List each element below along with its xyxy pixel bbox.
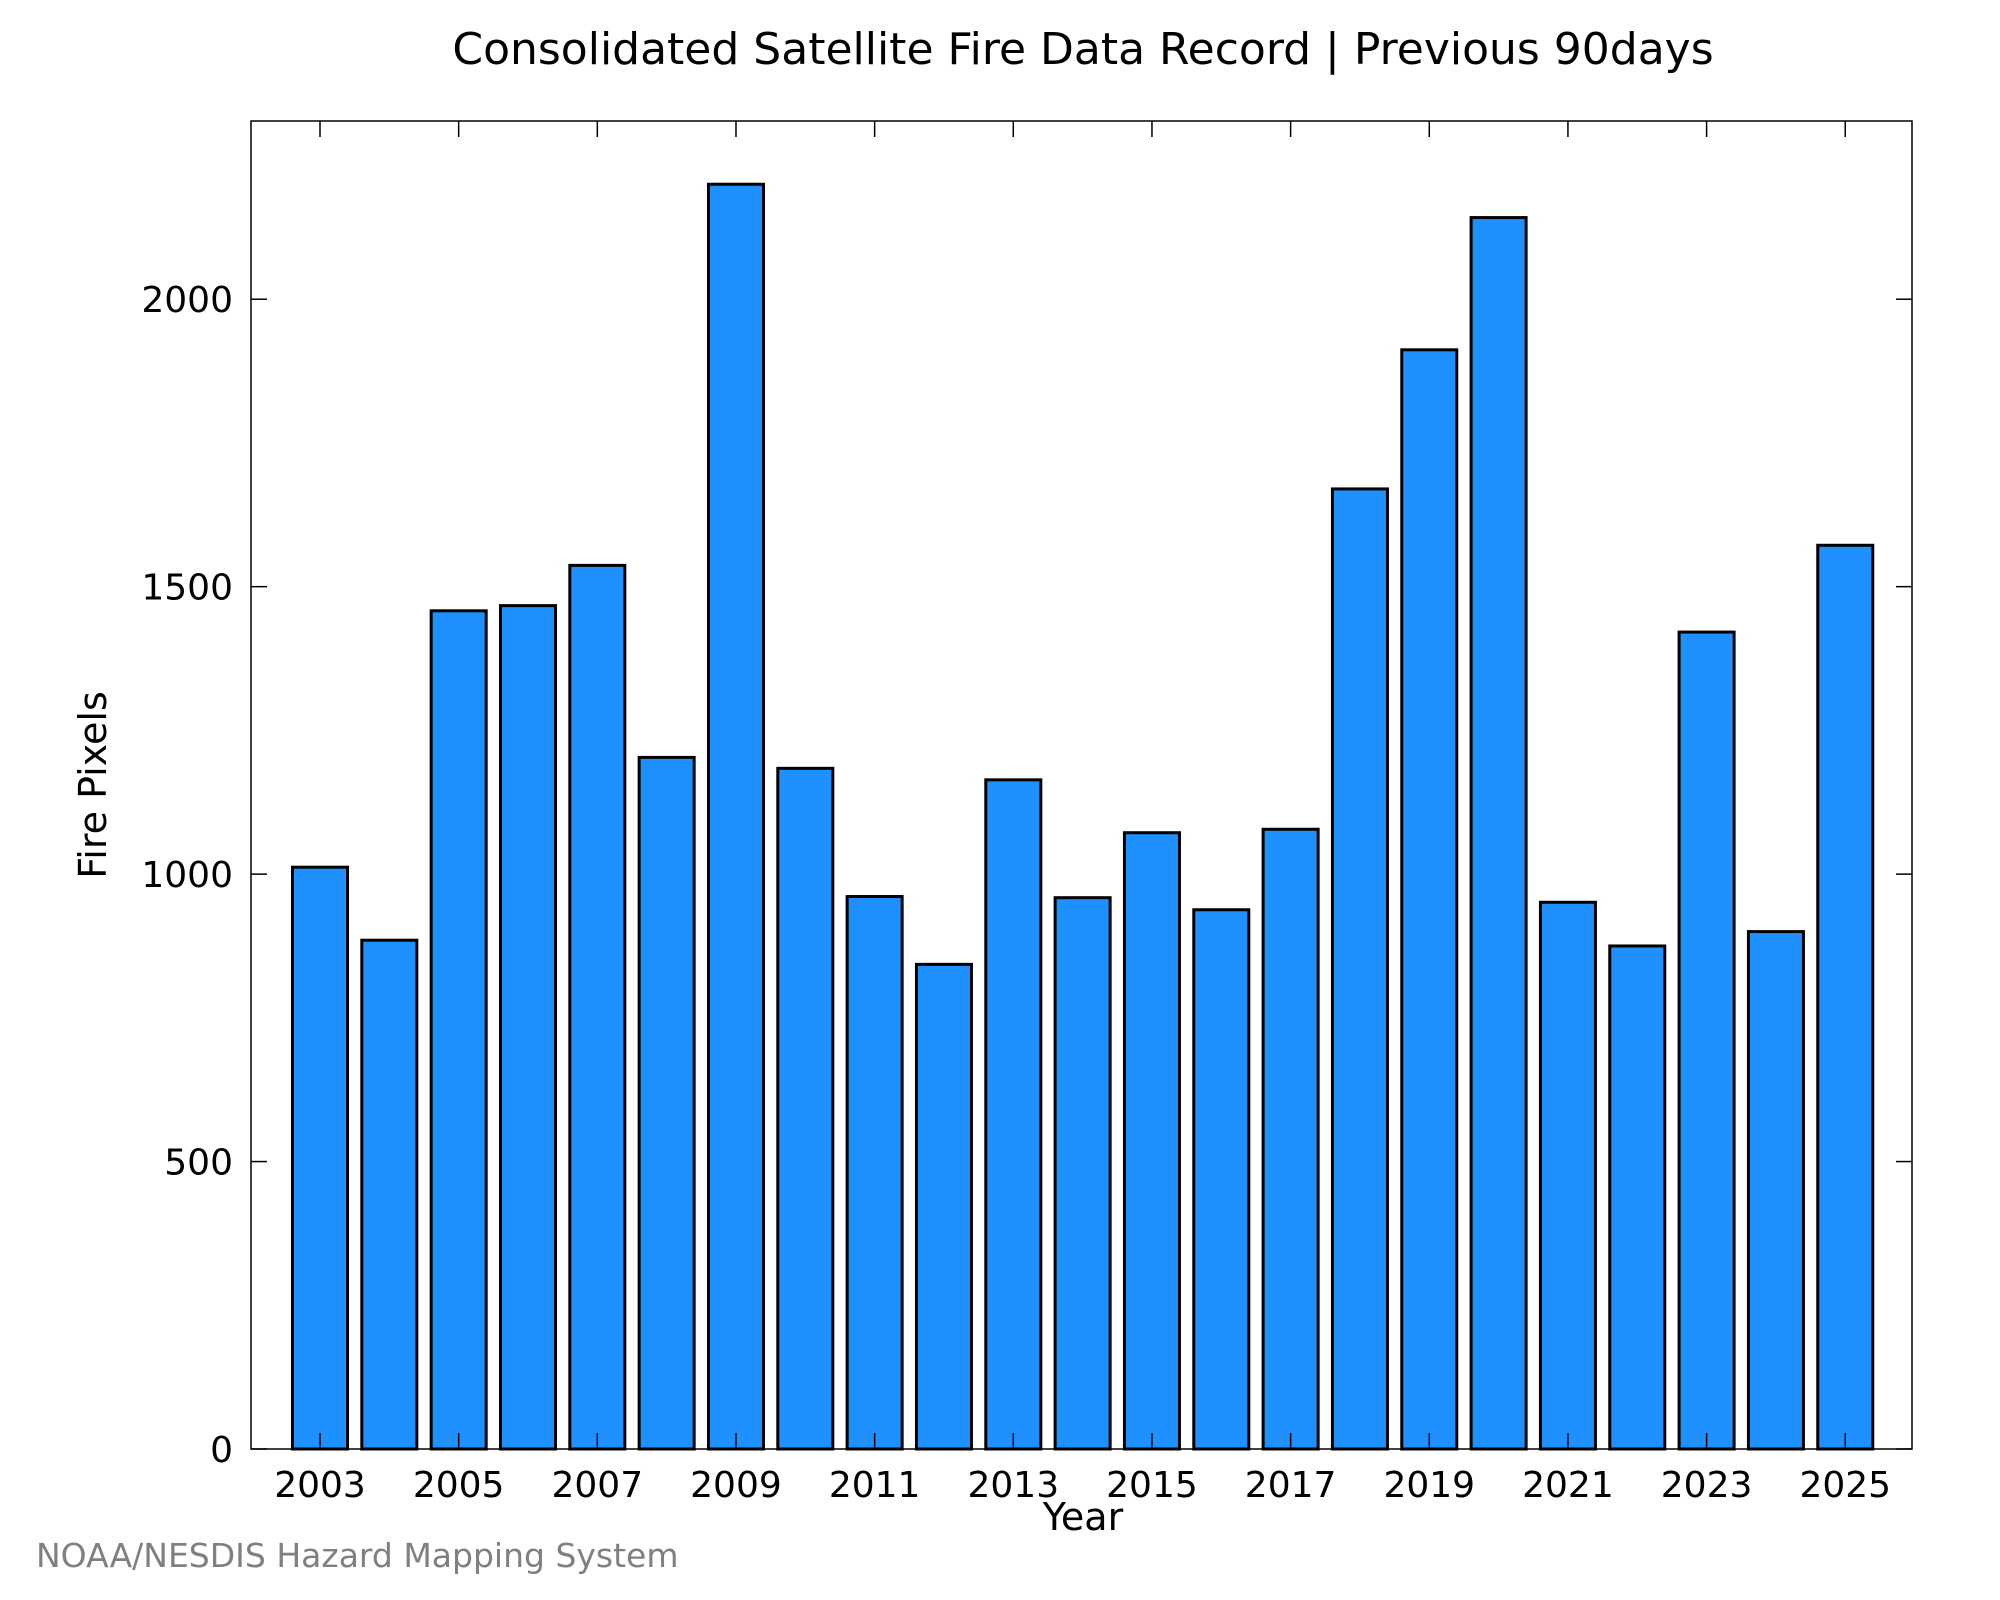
x-tick-label-2019: 2019 <box>1383 1465 1475 1506</box>
bar-2019 <box>1400 348 1459 1451</box>
bar-2003 <box>291 865 349 1451</box>
bar-2008 <box>637 755 696 1451</box>
chart-title: Consolidated Satellite Fire Data Record … <box>452 24 1713 75</box>
x-tick-label-2013: 2013 <box>967 1465 1059 1506</box>
bar-2013 <box>984 778 1043 1451</box>
y-tick-label-500: 500 <box>164 1143 233 1184</box>
bar-2018 <box>1330 487 1389 1451</box>
bar-2017 <box>1261 827 1320 1451</box>
x-tick-label-2017: 2017 <box>1245 1465 1337 1506</box>
bar-2005 <box>429 609 488 1451</box>
plot-frame <box>250 120 1913 1450</box>
bar-2025 <box>1816 543 1875 1451</box>
x-tick-label-2003: 2003 <box>274 1465 366 1506</box>
bar-2015 <box>1122 831 1181 1451</box>
y-tick-label-1000: 1000 <box>141 855 233 896</box>
bar-2023 <box>1677 630 1736 1451</box>
bar-2016 <box>1192 908 1251 1451</box>
y-axis-label: Fire Pixels <box>71 691 115 879</box>
x-tick-label-2007: 2007 <box>552 1465 644 1506</box>
bar-2009 <box>706 182 765 1451</box>
credit-text: NOAA/NESDIS Hazard Mapping System <box>36 1536 679 1575</box>
x-tick-label-2011: 2011 <box>829 1465 921 1506</box>
ticks-group <box>251 121 1912 1450</box>
x-tick-label-2015: 2015 <box>1106 1465 1198 1506</box>
y-tick-label-1500: 1500 <box>141 568 233 609</box>
x-axis-label: Year <box>1042 1495 1124 1539</box>
x-tick-label-2021: 2021 <box>1522 1465 1614 1506</box>
bar-2006 <box>498 604 557 1451</box>
bar-2020 <box>1469 216 1528 1451</box>
y-tick-label-0: 0 <box>210 1430 233 1471</box>
y-tick-labels: 0 500 1000 1500 2000 <box>141 280 233 1471</box>
y-tick-label-2000: 2000 <box>141 280 233 321</box>
bar-2010 <box>776 766 835 1451</box>
x-tick-label-2009: 2009 <box>690 1465 782 1506</box>
bars-group <box>291 182 1875 1451</box>
bar-2014 <box>1053 896 1112 1451</box>
bar-2021 <box>1538 900 1597 1451</box>
x-tick-label-2023: 2023 <box>1661 1465 1753 1506</box>
bar-2004 <box>360 938 419 1451</box>
x-tick-label-2025: 2025 <box>1799 1465 1891 1506</box>
x-tick-label-2005: 2005 <box>413 1465 505 1506</box>
bar-2007 <box>568 563 627 1451</box>
bar-2022 <box>1608 944 1667 1451</box>
x-tick-labels: 2003 2005 2007 2009 2011 2013 2015 2017 2019 2021… <box>274 1465 1891 1506</box>
bar-2011 <box>845 895 904 1451</box>
bar-2012 <box>914 962 973 1451</box>
bar-2024 <box>1746 930 1805 1451</box>
